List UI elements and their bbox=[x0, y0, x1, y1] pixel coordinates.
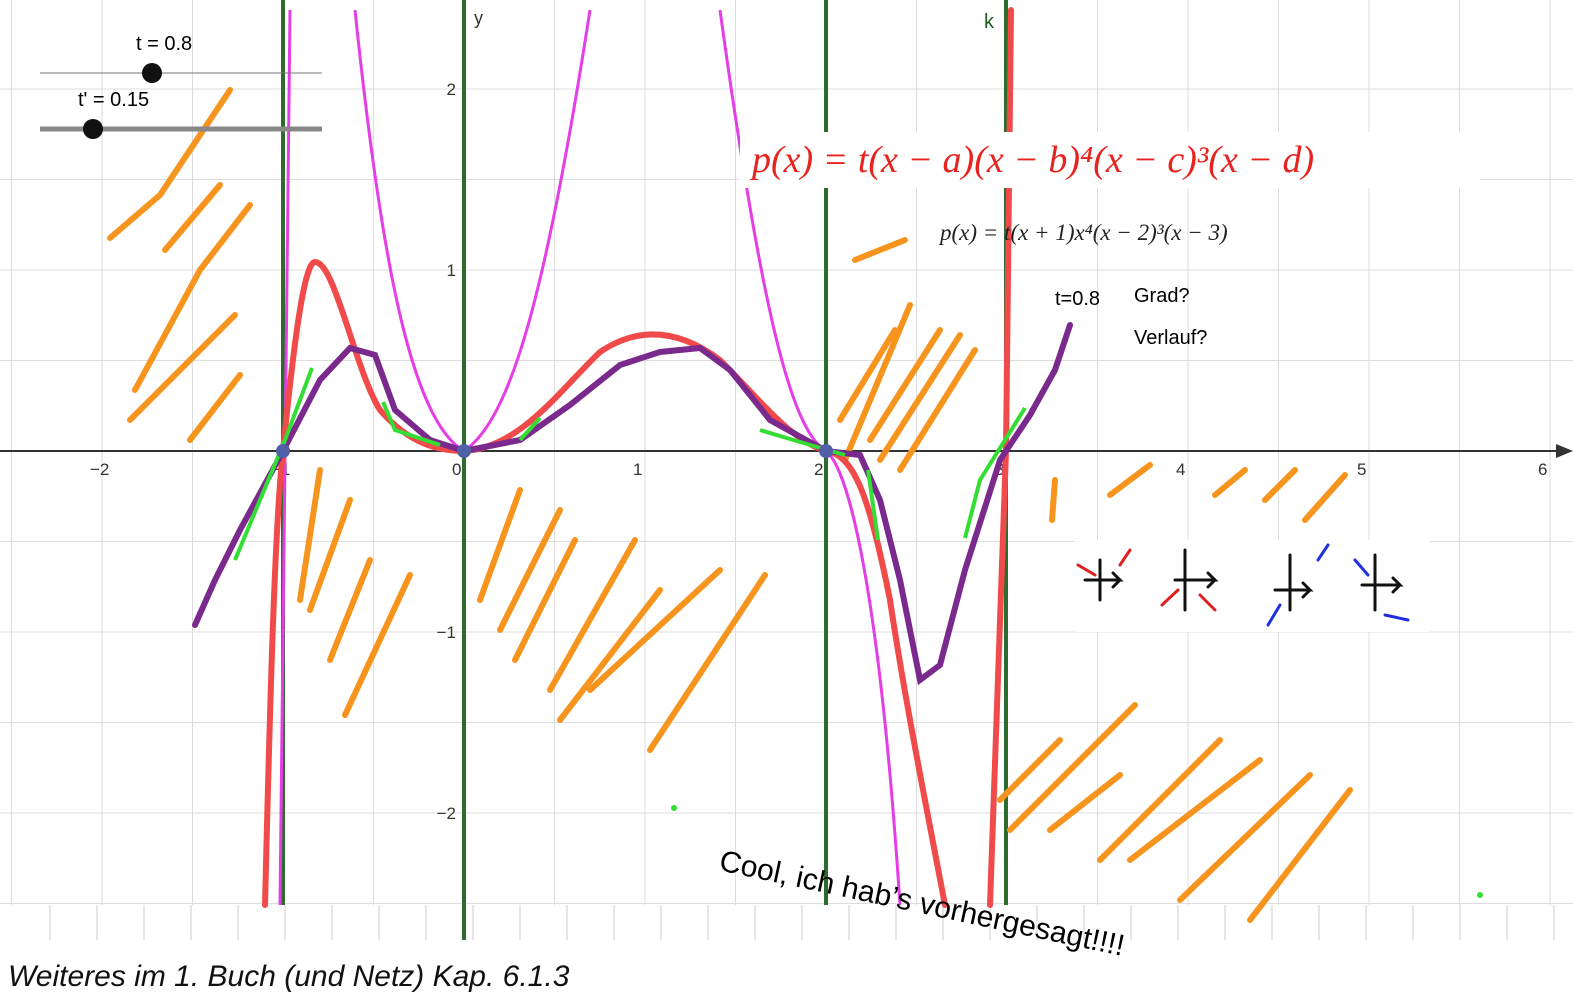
question: Verlauf? bbox=[1134, 327, 1207, 349]
axis-label: y bbox=[474, 8, 483, 28]
x-tick-label: 1 bbox=[633, 460, 642, 479]
x-tick-label: 4 bbox=[1176, 460, 1185, 479]
formula-specific: p(x) = t(x + 1)x⁴(x − 2)³(x − 3) bbox=[938, 220, 1228, 245]
y-tick-label: −1 bbox=[437, 623, 456, 642]
x-tick-label: 0 bbox=[452, 460, 461, 479]
hatching bbox=[110, 90, 1350, 920]
y-tick-label: −2 bbox=[437, 804, 456, 823]
root-point bbox=[457, 444, 471, 458]
slider-label: t = 0.8 bbox=[136, 33, 192, 55]
footer: Weiteres im 1. Buch (und Netz) Kap. 6.1.… bbox=[8, 960, 570, 993]
x-tick-label: 2 bbox=[814, 460, 823, 479]
root-point bbox=[819, 444, 833, 458]
x-tick-label: −2 bbox=[90, 460, 109, 479]
x-arrow bbox=[1556, 444, 1573, 458]
canvas: y k −2−1012345621−1−2 t = 0.8 t' = 0.15 … bbox=[0, 0, 1573, 1003]
line-label: k bbox=[984, 11, 995, 33]
bottom-strip bbox=[0, 905, 1573, 945]
slider-label: t' = 0.15 bbox=[78, 89, 149, 111]
slider-knob[interactable] bbox=[142, 63, 162, 83]
x-tick-label: 5 bbox=[1357, 460, 1366, 479]
formula-general: p(x) = t(x − a)(x − b)⁴(x − c)³(x − d) bbox=[749, 139, 1314, 181]
stray-point bbox=[1477, 892, 1483, 898]
question: Grad? bbox=[1134, 285, 1190, 307]
page: y k −2−1012345621−1−2 t = 0.8 t' = 0.15 … bbox=[0, 0, 1573, 1003]
x-tick-label: 6 bbox=[1538, 460, 1547, 479]
y-tick-label: 1 bbox=[447, 261, 456, 280]
y-tick-label: 2 bbox=[447, 80, 456, 99]
root-point bbox=[276, 444, 290, 458]
stray-point bbox=[671, 805, 677, 811]
slider-knob[interactable] bbox=[83, 119, 103, 139]
t-note: t=0.8 bbox=[1055, 288, 1100, 310]
